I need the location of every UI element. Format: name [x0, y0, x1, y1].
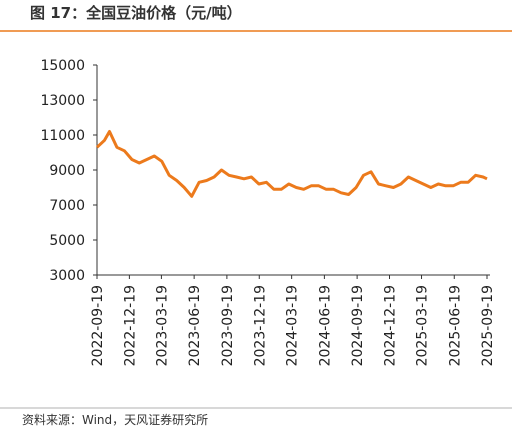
x-tick-label: 2025-06-19: [447, 285, 463, 366]
y-tick-label: 15000: [40, 58, 85, 74]
x-tick-label: 2024-09-19: [350, 285, 366, 366]
x-tick-label: 2023-03-19: [154, 285, 170, 366]
x-tick-label: 2023-06-19: [187, 285, 203, 366]
y-tick-label: 9000: [49, 163, 85, 179]
x-tick-label: 2023-12-19: [252, 285, 268, 366]
chart-title: 图 17：全国豆油价格（元/吨）: [30, 4, 242, 22]
y-tick-label: 5000: [49, 233, 85, 249]
x-tick-label: 2022-12-19: [122, 285, 138, 366]
x-tick-label: 2022-09-19: [90, 285, 106, 366]
y-tick-label: 11000: [40, 128, 85, 144]
x-tick-label: 2025-03-19: [415, 285, 431, 366]
y-tick-label: 13000: [40, 93, 85, 109]
source: 资料来源：Wind，天风证券研究所: [22, 412, 208, 427]
x-tick-label: 2025-09-19: [480, 285, 496, 366]
price-line: [95, 130, 488, 198]
x-tick-label: 2024-03-19: [285, 285, 301, 366]
x-tick-label: 2023-09-19: [220, 285, 236, 366]
y-tick-label: 3000: [49, 268, 85, 284]
x-tick-label: 2024-06-19: [317, 285, 333, 366]
x-tick-label: 2024-12-19: [383, 285, 399, 366]
y-tick-label: 7000: [49, 198, 85, 214]
